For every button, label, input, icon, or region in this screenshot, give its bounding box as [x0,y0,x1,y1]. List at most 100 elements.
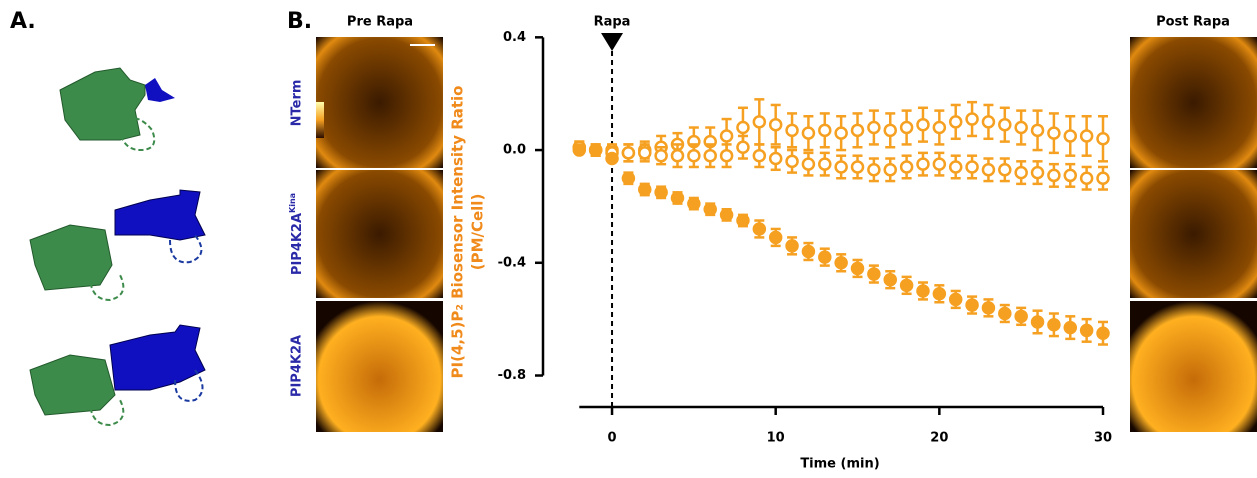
row-label: PIP4K2A [290,335,305,397]
data-point [883,163,897,177]
data-point [621,171,636,185]
cartoon [29,67,206,427]
data-point [834,256,848,270]
data-point [801,244,816,259]
data-point [801,126,816,140]
data-point [654,148,668,163]
data-point [588,143,603,157]
data-point [883,272,897,287]
data-point [1063,129,1078,143]
data-point [572,143,587,157]
data-point [621,146,636,160]
data-point [981,115,996,129]
data-point [736,120,750,135]
data-point [948,292,963,307]
data-point [1030,315,1045,329]
data-point [1079,323,1094,338]
data-point [818,123,832,138]
data-point [654,185,668,200]
y-tick-label: 0.4 [503,30,526,45]
data-point [1047,126,1061,140]
data-point [965,298,979,312]
data-point [752,148,767,163]
data-point [965,160,979,174]
x-tick-label: 30 [1094,431,1112,446]
data-point [834,126,848,140]
data-point [785,123,799,138]
data-point [998,306,1012,321]
column-title: Pre Rapa [347,15,413,30]
data-point [1047,168,1061,183]
data-point [785,154,799,169]
data-point [605,151,619,166]
data-point [981,301,996,315]
data-point [883,123,897,138]
data-point [703,202,717,216]
data-point [768,230,783,245]
column-title: Post Rapa [1156,15,1230,30]
data-point [638,146,652,160]
data-point [818,157,832,171]
y-axis-title: PI(4,5)P₂ Biosensor Intensity Ratio [449,86,467,379]
data-point [981,163,996,177]
y-axis-title: (PM/Cell) [469,194,487,271]
data-point [670,191,685,205]
row-label-text: PIP4K2A [290,213,305,275]
data-point [736,140,750,154]
annotation-arrow [601,33,624,51]
data-point [1063,320,1078,335]
data-point [801,157,816,171]
data-point [638,182,652,197]
x-tick-label: 0 [608,431,617,446]
y-tick-label: -0.4 [498,255,526,270]
data-point [932,287,947,301]
row-label: NTerm [290,80,305,127]
data-point [916,284,930,298]
panel-label: A. [10,9,36,34]
data-point [1030,123,1045,138]
data-point [703,148,717,163]
annotation-label: Rapa [594,15,631,30]
x-tick-label: 20 [930,431,948,446]
data-point [850,123,865,138]
data-point [998,163,1012,177]
data-point [932,120,947,135]
data-point [899,120,914,135]
data-point [752,115,767,129]
data-point [965,112,979,126]
data-point [670,148,685,163]
data-point [1063,168,1078,183]
x-tick-label: 10 [767,431,785,446]
data-point [1030,165,1045,180]
data-point [818,250,832,264]
data-point [867,120,881,135]
data-point [768,117,783,132]
data-point [687,196,701,211]
micrographs [316,37,1257,432]
data-point [785,239,799,253]
data-point [736,213,750,228]
data-point [834,160,848,174]
data-point [998,117,1012,132]
row-label-superscript: Kina [288,193,297,213]
data-point [850,261,865,276]
data-point [916,117,930,132]
data-point [899,278,914,293]
data-point [867,163,881,177]
data-point [932,157,947,171]
data-point [867,267,881,281]
data-point [1014,165,1028,180]
data-point [1079,129,1094,143]
y-tick-label: 0.0 [503,143,526,158]
x-axis-title: Time (min) [800,457,879,472]
data-point [1014,120,1028,135]
data-point [948,115,963,129]
y-tick-label: -0.8 [498,368,526,383]
data-point [768,151,783,166]
data-point [752,222,767,236]
data-point [850,160,865,174]
row-label: PIP4K2AKina [288,193,305,275]
data-point [1079,171,1094,185]
data-point [1096,171,1110,185]
data-point [1047,318,1061,332]
